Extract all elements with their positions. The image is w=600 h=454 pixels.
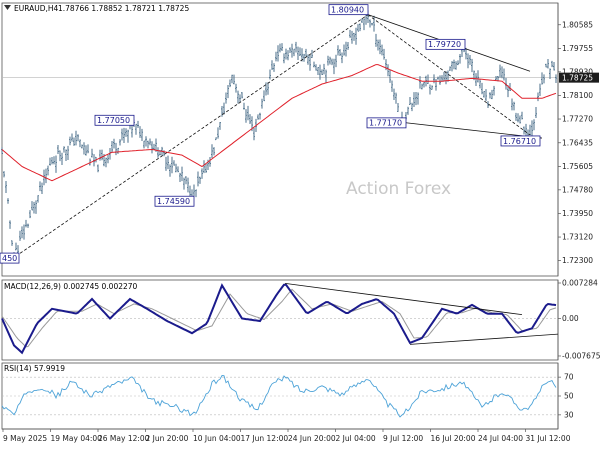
annotation-label: 1.77170 xyxy=(369,119,402,128)
price-y-tick-label: 1.80585 xyxy=(562,20,593,29)
macd-upper-trendline xyxy=(284,283,523,316)
price-y-tick-label: 1.73120 xyxy=(562,233,593,242)
rsi-line xyxy=(1,375,557,418)
last-price-label: 1.78725 xyxy=(562,73,593,82)
x-tick-label: 24 Jul 04:00 xyxy=(478,434,523,443)
macd-signal-line xyxy=(1,288,557,348)
ohlc-values: 1.78766 1.78852 1.78721 1.78725 xyxy=(58,4,189,13)
annotation-box xyxy=(0,252,20,264)
rsi-y-tick-label: 30 xyxy=(564,410,574,419)
x-tick-label: 19 May 04:00 xyxy=(51,434,103,443)
annotation-box xyxy=(94,114,135,126)
annotation-label: 1.76710 xyxy=(503,137,536,146)
annotation-box xyxy=(425,38,466,50)
macd-title: MACD(12,26,9) 0.002745 0.002270 xyxy=(4,282,138,291)
annotation-label: 1.77050 xyxy=(97,116,130,125)
rsi-y-tick-label: 50 xyxy=(564,392,574,401)
x-tick-label: 2 Jun 20:00 xyxy=(146,434,189,443)
x-tick-label: 9 Jul 12:00 xyxy=(383,434,423,443)
collapse-triangle-icon[interactable] xyxy=(4,5,11,10)
x-tick-label: 26 May 12:00 xyxy=(98,434,150,443)
macd-panel xyxy=(1,283,559,355)
macd-main-line xyxy=(1,283,557,355)
price-panel: 1.80940 1.79720 1.77050 1.74590 1.77170 1.767… xyxy=(0,4,558,264)
x-tick-label: 9 May 2025 xyxy=(3,434,47,443)
panel-frames xyxy=(1,2,559,430)
rsi-y-tick-label: 70 xyxy=(564,373,574,382)
annotation-box xyxy=(500,135,541,147)
dashed-uptrend-line xyxy=(15,14,369,257)
macd-y-tick-label: 0.007284 xyxy=(562,279,598,288)
x-tick-label: 17 Jun 12:00 xyxy=(241,434,289,443)
annotation-box xyxy=(366,117,407,129)
price-y-tick-label: 1.74780 xyxy=(562,185,593,194)
x-tick-label: 10 Jun 04:00 xyxy=(193,434,241,443)
price-y-tick-label: 1.79755 xyxy=(562,44,593,53)
annotation-box xyxy=(328,4,369,16)
symbol-label: EURAUD,H4 xyxy=(14,4,59,13)
lower-channel-line xyxy=(397,121,543,139)
macd-y-tick-label: -0.007675 xyxy=(562,352,600,361)
annotation-label: 1.79720 xyxy=(428,40,461,49)
macd-frame xyxy=(1,279,559,361)
annotation-label: 450 xyxy=(2,254,17,263)
price-y-tick-label: 1.78100 xyxy=(562,91,593,100)
macd-lower-trendline xyxy=(409,333,559,345)
price-y-tick-label: 1.78930 xyxy=(562,67,593,76)
price-y-tick-label: 1.76435 xyxy=(562,138,593,147)
rsi-title: RSI(14) 57.9919 xyxy=(4,364,65,373)
price-y-tick-label: 1.77270 xyxy=(562,115,593,124)
moving-average-line xyxy=(1,64,557,182)
annotation-label: 1.74590 xyxy=(157,197,190,206)
watermark: Action Forex xyxy=(346,179,451,199)
x-tick-label: 31 Jul 12:00 xyxy=(526,434,571,443)
x-tick-label: 2 Jul 04:00 xyxy=(336,434,376,443)
macd-y-tick-label: 0.00 xyxy=(562,314,579,323)
x-tick-label: 24 Jun 20:00 xyxy=(288,434,336,443)
x-tick-label: 16 Jul 20:00 xyxy=(431,434,476,443)
dashed-downtrend-line xyxy=(367,14,531,136)
price-y-tick-label: 1.73950 xyxy=(562,209,593,218)
annotation-box xyxy=(154,195,195,207)
chart-header: EURAUD,H4 1.78766 1.78852 1.78721 1.7872… xyxy=(4,4,189,13)
rsi-panel xyxy=(1,375,558,418)
last-price-tag xyxy=(559,72,599,83)
axes: 1.80585 1.79755 1.78930 1.78100 1.77270 1.764… xyxy=(2,20,600,443)
price-y-tick-label: 1.72300 xyxy=(562,256,593,265)
price-y-tick-label: 1.75605 xyxy=(562,162,593,171)
annotation-label: 1.80940 xyxy=(331,5,364,14)
